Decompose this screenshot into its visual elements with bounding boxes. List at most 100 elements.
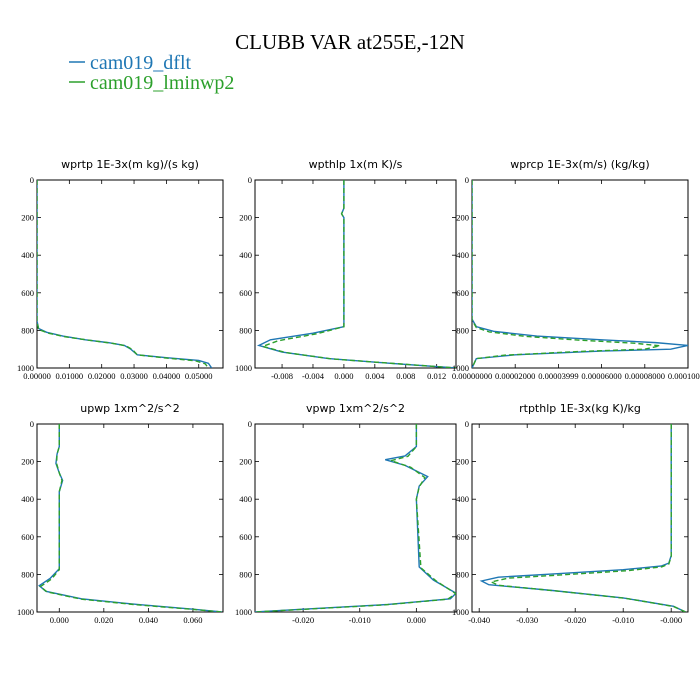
y-tick-label: 0 <box>248 175 252 185</box>
x-tick-label: 0.00010000 <box>668 371 700 381</box>
legend-label-cam019_dflt: cam019_dflt <box>90 52 192 74</box>
legend-entry-cam019_lminwp2: cam019_lminwp2 <box>69 72 234 94</box>
x-tick-label: 0.00006000 <box>581 371 621 381</box>
plot-frame <box>254 179 457 369</box>
x-tick-label: 0.04000 <box>153 371 181 381</box>
y-tick-label: 800 <box>456 325 469 335</box>
x-tick-label: -0.020 <box>292 615 314 625</box>
series-line-cam019_dflt <box>38 424 222 612</box>
y-tick-label: 400 <box>21 494 34 504</box>
y-tick-label: 1000 <box>235 363 252 373</box>
x-tick-label: 0.01000 <box>56 371 84 381</box>
x-tick-label: 0.00000 <box>23 371 51 381</box>
panel-upwp: upwp 1xm^2/s^2 0 200 400 600 800 1000 0.000 0.02… <box>17 402 224 625</box>
y-tick-label: 1000 <box>235 607 252 617</box>
panels: wprtp 1E-3x(m kg)/(s kg) 0 200 400 600 800 100… <box>17 158 700 625</box>
series-line-cam019_dflt <box>479 424 686 612</box>
series-line-cam019_lminwp2 <box>37 180 209 368</box>
x-tick-label: 0.05000 <box>185 371 213 381</box>
x-tick-label: -0.004 <box>302 371 325 381</box>
y-tick-label: 600 <box>21 288 34 298</box>
y-tick-label: 400 <box>456 250 469 260</box>
y-tick-label: 1000 <box>452 363 469 373</box>
y-tick-label: 800 <box>456 569 469 579</box>
x-tick-label: -0.020 <box>564 615 586 625</box>
y-tick-label: 200 <box>456 213 469 223</box>
y-tick-label: 1000 <box>17 607 34 617</box>
series-line-cam019_lminwp2 <box>472 180 661 368</box>
x-tick-label: 0.00003999 <box>538 371 578 381</box>
plot-frame <box>36 179 224 369</box>
y-tick-label: 600 <box>21 532 34 542</box>
x-tick-label: 0.03000 <box>120 371 148 381</box>
y-tick-label: 0 <box>465 175 469 185</box>
x-tick-label: 0.000 <box>407 615 426 625</box>
y-tick-label: 0 <box>30 175 34 185</box>
series-line-cam019_dflt <box>472 180 688 368</box>
y-tick-label: 800 <box>21 569 34 579</box>
panel-wprtp: wprtp 1E-3x(m kg)/(s kg) 0 200 400 600 800 100… <box>17 158 224 381</box>
y-tick-label: 400 <box>456 494 469 504</box>
y-tick-label: 800 <box>21 325 34 335</box>
x-tick-label: 0.00008000 <box>625 371 665 381</box>
x-tick-label: 0.060 <box>183 615 202 625</box>
panel-rtpthlp: rtpthlp 1E-3x(kg K)/kg02004006008001000-… <box>452 402 689 625</box>
x-tick-label: 0.040 <box>139 615 158 625</box>
x-tick-label: 0.020 <box>94 615 113 625</box>
y-tick-label: 1000 <box>452 607 469 617</box>
x-tick-label: 0.00000000 <box>452 371 492 381</box>
y-tick-label: 400 <box>239 250 252 260</box>
plot-frame <box>254 423 457 613</box>
y-tick-label: 200 <box>239 457 252 467</box>
y-tick-label: 200 <box>21 213 34 223</box>
y-tick-label: 600 <box>456 532 469 542</box>
legend-entry-cam019_dflt: cam019_dflt <box>69 52 192 74</box>
plot-frame <box>471 179 689 369</box>
panel-wprcp: wprcp 1E-3x(m/s) (kg/kg) 0 200 400 600 800 100… <box>452 158 700 381</box>
series-line-cam019_dflt <box>37 180 213 368</box>
panel-title: wprcp 1E-3x(m/s) (kg/kg) <box>510 158 649 171</box>
y-tick-label: 400 <box>239 494 252 504</box>
series-line-cam019_lminwp2 <box>489 424 686 612</box>
x-tick-label: -0.010 <box>349 615 371 625</box>
series-line-cam019_lminwp2 <box>39 424 222 612</box>
y-tick-label: 1000 <box>17 363 34 373</box>
x-tick-label: -0.040 <box>468 615 490 625</box>
y-tick-label: 0 <box>465 419 469 429</box>
x-tick-label: 0.012 <box>427 371 446 381</box>
x-tick-label: -0.010 <box>612 615 634 625</box>
y-tick-label: 200 <box>239 213 252 223</box>
legend-label-cam019_lminwp2: cam019_lminwp2 <box>90 72 234 94</box>
y-tick-label: 600 <box>239 288 252 298</box>
panel-title: upwp 1xm^2/s^2 <box>80 402 180 415</box>
y-tick-label: 600 <box>456 288 469 298</box>
panel-title: vpwp 1xm^2/s^2 <box>306 402 405 415</box>
plot-frame <box>471 423 689 613</box>
y-tick-label: 400 <box>21 250 34 260</box>
x-tick-label: 0.000 <box>334 371 353 381</box>
x-tick-label: 0.008 <box>396 371 415 381</box>
figure-title: CLUBB VAR at255E,-12N <box>235 30 465 54</box>
series-line-cam019_lminwp2 <box>260 180 456 368</box>
x-tick-label: 0.00002000 <box>495 371 535 381</box>
y-tick-label: 200 <box>21 457 34 467</box>
series-line-cam019_dflt <box>256 180 456 368</box>
panel-title: wpthlp 1x(m K)/s <box>309 158 403 171</box>
y-tick-label: 200 <box>456 457 469 467</box>
y-tick-label: 600 <box>239 532 252 542</box>
y-tick-label: 0 <box>248 419 252 429</box>
panel-vpwp: vpwp 1xm^2/s^2 0 200 400 600 800 1000 -0.020 -0.… <box>235 402 457 625</box>
series-line-cam019_dflt <box>255 424 456 612</box>
panel-wpthlp: wpthlp 1x(m K)/s 0 200 400 600 800 1000 -0.008-… <box>235 158 457 381</box>
panel-title: rtpthlp 1E-3x(kg K)/kg <box>519 402 641 415</box>
series-line-cam019_lminwp2 <box>255 424 456 612</box>
y-tick-label: 800 <box>239 569 252 579</box>
x-tick-label: 0.000 <box>50 615 69 625</box>
panel-title: wprtp 1E-3x(m kg)/(s kg) <box>61 158 199 171</box>
x-tick-label: 0.02000 <box>88 371 116 381</box>
y-tick-label: 0 <box>30 419 34 429</box>
y-tick-label: 800 <box>239 325 252 335</box>
x-tick-label: -0.008 <box>271 371 293 381</box>
x-tick-label: -0.030 <box>516 615 538 625</box>
